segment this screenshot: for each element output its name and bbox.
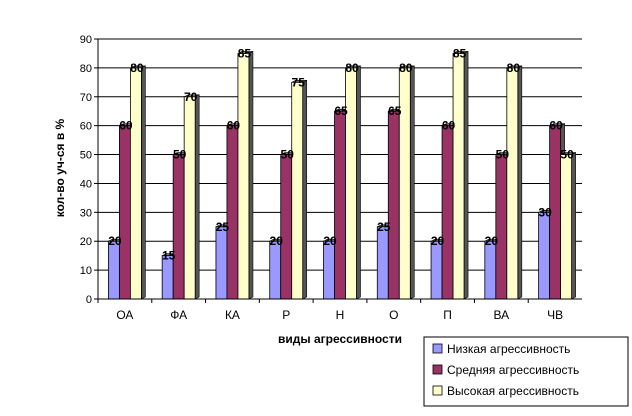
data-label: 65: [388, 104, 402, 118]
data-label: 50: [496, 148, 510, 162]
legend-label: Низкая агрессивность: [447, 342, 570, 356]
bar: [183, 96, 196, 300]
bar: [398, 67, 411, 300]
y-tick-label: 50: [80, 150, 92, 162]
bar: [484, 240, 497, 300]
y-tick-label: 70: [80, 92, 92, 104]
x-category-label: Н: [336, 308, 345, 322]
y-tick-label: 0: [86, 294, 92, 306]
data-label: 20: [431, 234, 445, 248]
legend-swatch: [432, 385, 443, 396]
data-label: 60: [549, 119, 563, 133]
bar-side: [517, 65, 523, 300]
data-label: 20: [108, 234, 122, 248]
bar: [376, 226, 389, 300]
bar: [334, 110, 346, 300]
bar: [538, 211, 551, 300]
data-label: 50: [281, 148, 295, 162]
bar: [387, 110, 400, 300]
data-label: 50: [173, 148, 187, 162]
data-label: 15: [162, 249, 176, 263]
data-label: 25: [216, 220, 230, 234]
legend-label: Средняя агрессивность: [447, 363, 579, 377]
bar: [506, 67, 519, 300]
data-label: 20: [323, 234, 337, 248]
legend-box: [423, 336, 629, 407]
bar: [172, 154, 185, 300]
data-label: 80: [399, 61, 413, 75]
bar: [560, 154, 573, 300]
y-tick-label: 60: [80, 121, 92, 133]
bar: [118, 125, 131, 300]
y-tick-label: 30: [80, 207, 92, 219]
x-category-labels: ОА ФА КА Р Н О П ВА ЧВ: [116, 308, 563, 322]
data-label: 70: [184, 90, 198, 104]
data-label: 60: [442, 119, 456, 133]
data-label: 80: [507, 61, 521, 75]
bar: [107, 240, 120, 300]
y-tick-label: 10: [80, 265, 92, 277]
bar: [452, 53, 465, 300]
axes: [97, 39, 582, 300]
data-label: 80: [345, 61, 359, 75]
bar-side: [463, 50, 469, 300]
x-category-label: ОА: [116, 308, 133, 322]
x-category-label: ФА: [170, 308, 187, 322]
legend-label: Высокая агрессивность: [447, 384, 579, 398]
bar: [430, 240, 443, 300]
data-label: 80: [130, 61, 144, 75]
bar: [291, 81, 304, 300]
y-tick-label: 80: [80, 63, 92, 75]
bar-side: [302, 79, 308, 300]
x-category-label: ЧВ: [547, 308, 563, 322]
x-category-label: ВА: [494, 308, 510, 322]
bar: [226, 125, 239, 300]
bar: [215, 226, 228, 300]
x-axis-title: виды агрессивности: [278, 332, 402, 346]
bar: [345, 67, 357, 300]
x-category-label: П: [443, 308, 452, 322]
data-label: 60: [227, 119, 241, 133]
data-label: 60: [119, 119, 133, 133]
x-category-label: Р: [282, 308, 290, 322]
y-tick-labels: 0 10 20 30 40 50 60 70 80 90: [80, 34, 92, 306]
x-category-label: О: [389, 308, 398, 322]
bar: [441, 125, 454, 300]
data-label: 25: [377, 220, 391, 234]
bar-side: [571, 152, 576, 300]
bar-side: [356, 65, 361, 300]
bar: [129, 67, 142, 300]
data-label: 75: [292, 75, 306, 89]
legend: Низкая агрессивность Средняя агрессивност…: [423, 336, 629, 407]
y-tick-label: 40: [80, 178, 92, 190]
bar-side: [194, 94, 200, 300]
bars: [107, 50, 576, 300]
data-label: 85: [453, 46, 467, 60]
legend-swatch: [432, 364, 443, 375]
data-label: 65: [334, 104, 348, 118]
bar-side: [409, 65, 415, 300]
data-labels: 20 60 80 15 50 70 25 60 85 20 50 75 20 65 80 25 65 80 20 60…: [108, 46, 574, 262]
data-label: 85: [238, 46, 252, 60]
data-label: 20: [270, 234, 284, 248]
y-tick-label: 90: [80, 34, 92, 46]
bar-side: [141, 65, 146, 300]
y-axis-title: кол-во уч-ся в %: [53, 118, 67, 217]
bar-side: [248, 50, 254, 300]
bar: [280, 154, 293, 300]
bar: [237, 53, 250, 300]
data-label: 30: [538, 205, 552, 219]
legend-swatch: [432, 343, 443, 354]
x-category-label: КА: [225, 308, 240, 322]
bar: [323, 240, 335, 300]
data-label: 20: [485, 234, 499, 248]
data-label: 50: [560, 148, 574, 162]
y-tick-label: 20: [80, 236, 92, 248]
bar: [495, 154, 508, 300]
bar: [269, 240, 282, 300]
